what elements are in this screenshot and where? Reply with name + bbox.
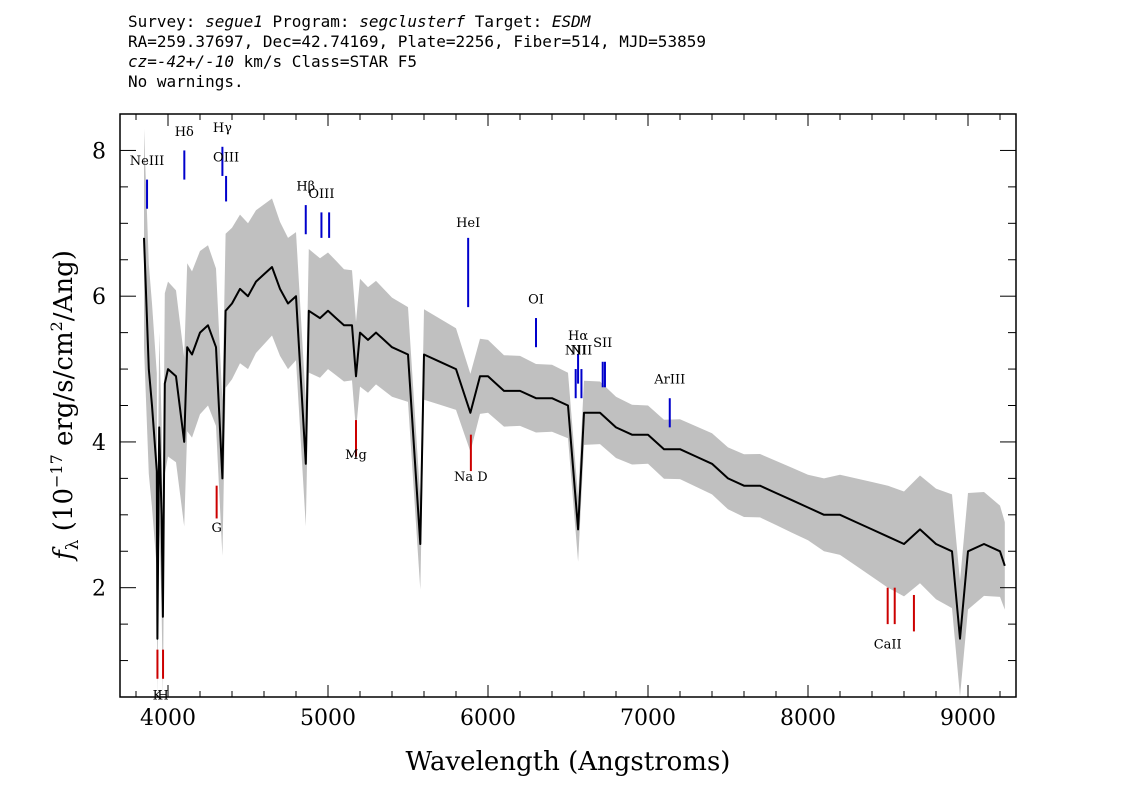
- x-axis-label: Wavelength (Angstroms): [406, 747, 731, 777]
- class-value: km/s Class=STAR F5: [233, 52, 417, 71]
- emission-marker-label: OIII: [213, 150, 239, 165]
- absorption-marker-label: Mg: [345, 448, 367, 463]
- absorption-marker-label: G: [211, 521, 221, 536]
- x-tick-label: 7000: [620, 706, 676, 731]
- target-value: ESDM: [551, 12, 591, 31]
- emission-marker-label: Hδ: [175, 125, 194, 140]
- survey-label: Survey:: [128, 12, 206, 31]
- absorption-marker-label: Na D: [454, 470, 488, 485]
- y-tick-label: 2: [92, 577, 106, 602]
- emission-marker-label: NII: [565, 343, 587, 358]
- target-label: Target:: [465, 12, 552, 31]
- emission-marker-label: HeI: [456, 216, 480, 231]
- emission-marker-label: OI: [528, 292, 544, 307]
- y-tick-label: 4: [92, 431, 106, 456]
- program-label: Program:: [262, 12, 360, 31]
- absorption-marker-label: K: [153, 689, 163, 704]
- emission-marker-label: ArIII: [653, 373, 685, 388]
- absorption-marker-label: CaII: [874, 638, 902, 653]
- x-tick-label: 4000: [140, 706, 196, 731]
- x-tick-label: 6000: [460, 706, 516, 731]
- flux-line: [143, 237, 1006, 640]
- spectrum-header: Survey: segue1 Program: segclusterf Targ…: [128, 12, 706, 92]
- emission-marker-label: SII: [593, 336, 612, 351]
- redshift-value: cz=-42+/-10: [128, 52, 234, 71]
- emission-marker-label: NII: [571, 343, 593, 358]
- header-line-coordinates: RA=259.37697, Dec=42.74169, Plate=2256, …: [128, 32, 706, 51]
- emission-marker-label: Hα: [568, 329, 588, 344]
- emission-marker-label: NeIII: [130, 154, 164, 169]
- survey-value: segue1: [205, 12, 263, 31]
- emission-marker-label: Hγ: [213, 121, 232, 136]
- header-line-redshift: cz=-42+/-10 km/s Class=STAR F5: [128, 52, 706, 72]
- header-line-survey: Survey: segue1 Program: segclusterf Targ…: [128, 12, 706, 32]
- x-tick-label: 9000: [940, 706, 996, 731]
- y-tick-label: 8: [92, 139, 106, 164]
- x-tick-label: 8000: [780, 706, 836, 731]
- uncertainty-band: [144, 128, 1005, 698]
- x-tick-label: 5000: [300, 706, 356, 731]
- y-tick-label: 6: [92, 285, 106, 310]
- emission-marker-label: Hβ: [296, 180, 315, 195]
- header-line-warnings: No warnings.: [128, 72, 244, 91]
- program-value: segclusterf: [359, 12, 466, 31]
- absorption-marker-label: H: [157, 689, 168, 704]
- axes: 4000 5000 6000 7000 8000 9000 2 4 6 8: [92, 114, 1016, 731]
- y-axis-label: fλ (10−17 erg/s/cm2/Ang): [47, 250, 83, 562]
- svg-text:fλ (10−17 erg/s/cm2/Ang): fλ (10−17 erg/s/cm2/Ang): [47, 250, 83, 562]
- emission-marker-label: OIII: [308, 187, 334, 202]
